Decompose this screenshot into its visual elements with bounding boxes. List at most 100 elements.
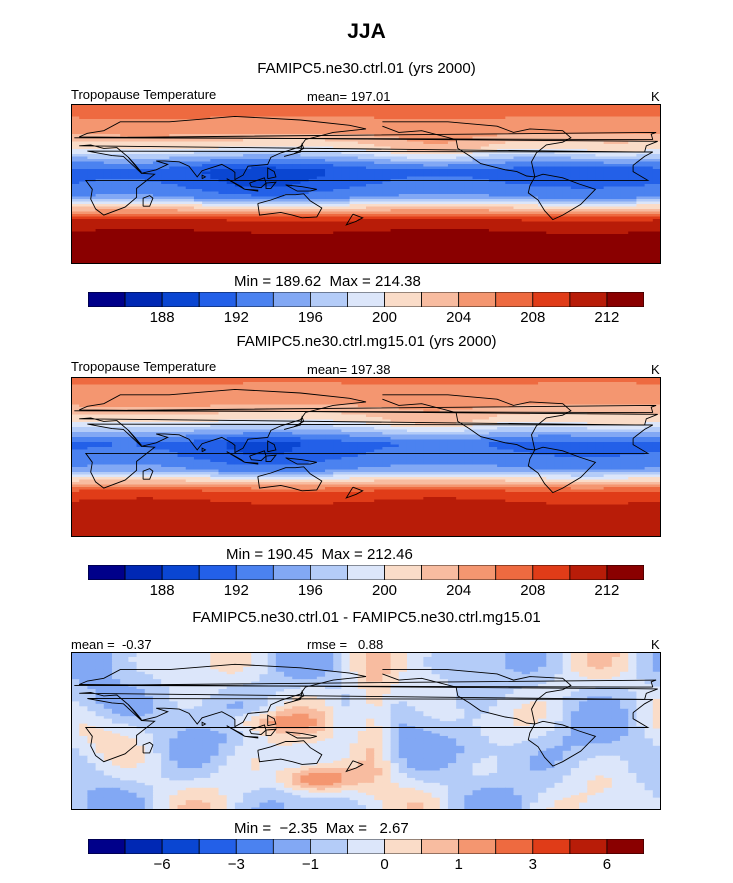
panel-1-cell xyxy=(71,164,80,168)
panel-1-cell xyxy=(636,236,646,240)
panel-1-cell xyxy=(210,204,220,208)
panel-1-cell xyxy=(595,251,605,255)
panel-1-cell xyxy=(611,186,621,190)
panel-1-cell xyxy=(628,231,638,235)
panel-1-cell xyxy=(423,184,433,188)
panel-1-cell xyxy=(366,109,375,113)
panel-1-cell xyxy=(357,129,367,133)
panel-1-cell xyxy=(382,174,392,178)
panel-1-cell xyxy=(308,224,318,228)
panel-1-cell xyxy=(259,234,269,238)
panel-1-cell xyxy=(275,116,285,120)
panel-2-cell xyxy=(169,377,179,381)
panel-1-cell xyxy=(71,221,80,225)
panel-1-cell xyxy=(169,204,179,208)
panel-1-cell xyxy=(546,124,556,128)
panel-1-cell xyxy=(579,169,588,173)
panel-1-cell xyxy=(341,144,351,148)
panel-1-cell xyxy=(636,164,646,168)
panel-1-cell xyxy=(505,261,515,264)
panel-1-cell xyxy=(316,181,326,185)
panel-1-cell xyxy=(521,106,531,110)
panel-1-cell xyxy=(185,194,195,198)
panel-1-cell xyxy=(111,256,121,260)
panel-1-cell xyxy=(357,259,367,263)
panel-1-cell xyxy=(169,174,179,178)
panel-1-cell xyxy=(439,161,449,165)
panel-1-cell xyxy=(398,236,408,240)
panel-1-cell xyxy=(341,114,351,118)
panel-1-cell xyxy=(210,121,220,125)
panel-1-cell xyxy=(398,259,408,263)
panel-1-cell xyxy=(587,136,597,140)
panel-1-cell xyxy=(439,196,449,200)
panel-1-cell xyxy=(325,104,334,108)
panel-1-cell xyxy=(374,241,383,245)
panel-1-cell xyxy=(415,139,424,143)
panel-1-cell xyxy=(562,196,572,200)
panel-1-cell xyxy=(79,249,88,253)
panel-1-cell xyxy=(136,196,146,200)
panel-2-cell xyxy=(325,377,334,381)
panel-1-cell xyxy=(636,246,646,250)
panel-1-cell xyxy=(185,216,195,220)
panel-1-cell xyxy=(234,221,244,225)
panel-1-cell xyxy=(439,111,449,115)
panel-1-cell xyxy=(308,159,318,163)
panel-1-cell xyxy=(595,224,605,228)
panel-1-cell xyxy=(71,179,80,183)
panel-1-cell xyxy=(579,251,588,255)
panel-1-cell xyxy=(169,149,179,153)
panel-1-cell xyxy=(546,166,556,170)
panel-1-cell xyxy=(300,111,310,115)
panel-1-cell xyxy=(177,194,187,198)
panel-1-cell xyxy=(128,109,138,113)
panel-1-cell xyxy=(169,176,179,180)
panel-1-cell xyxy=(554,246,564,250)
panel-1-cell xyxy=(136,256,146,260)
panel-1-cell xyxy=(579,126,588,130)
panel-1-cell xyxy=(226,171,236,175)
panel-1-cell xyxy=(595,206,605,210)
panel-1-cell xyxy=(357,244,367,248)
panel-1-cell xyxy=(349,111,359,115)
panel-1-cell xyxy=(210,194,220,198)
panel-1-cell xyxy=(488,141,498,145)
panel-1-cell xyxy=(95,104,105,108)
panel-1-cell xyxy=(161,241,170,245)
panel-1-cell xyxy=(464,211,474,215)
panel-1-cell xyxy=(210,214,220,218)
panel-1-cell xyxy=(611,211,621,215)
panel-2-cell xyxy=(243,379,252,383)
panel-1-cell xyxy=(513,174,523,178)
panel-1-cell xyxy=(447,206,457,210)
panel-1-cell xyxy=(95,201,105,205)
panel-1-cell xyxy=(472,116,482,120)
panel-1-cell xyxy=(341,214,351,218)
panel-1-cell xyxy=(152,121,162,125)
panel-2-cell xyxy=(210,382,220,386)
panel-1-cell xyxy=(275,231,285,235)
panel-1-cell xyxy=(333,131,343,135)
panel-1-cell xyxy=(152,119,162,123)
panel-1-cell xyxy=(292,251,302,255)
panel-1-cell xyxy=(210,226,220,230)
panel-1-cell xyxy=(382,214,392,218)
panel-1-cell xyxy=(439,219,449,223)
panel-1-cell xyxy=(488,176,498,180)
panel-1-cell xyxy=(79,206,88,210)
panel-1-cell xyxy=(652,214,661,218)
panel-1-cell xyxy=(243,126,252,130)
panel-1-cell xyxy=(136,114,146,118)
panel-1-cell xyxy=(587,134,597,138)
panel-1-cell xyxy=(357,224,367,228)
panel-1-cell xyxy=(234,186,244,190)
panel-2-field-label: Tropopause Temperature xyxy=(71,359,217,374)
panel-2-cell xyxy=(243,387,252,391)
panel-1-cell xyxy=(234,229,244,233)
panel-1-cell xyxy=(562,174,572,178)
panel-1-cell xyxy=(144,126,154,130)
panel-1-cell xyxy=(398,159,408,163)
panel-1-cell xyxy=(128,134,138,138)
panel-1-cell xyxy=(316,216,326,220)
